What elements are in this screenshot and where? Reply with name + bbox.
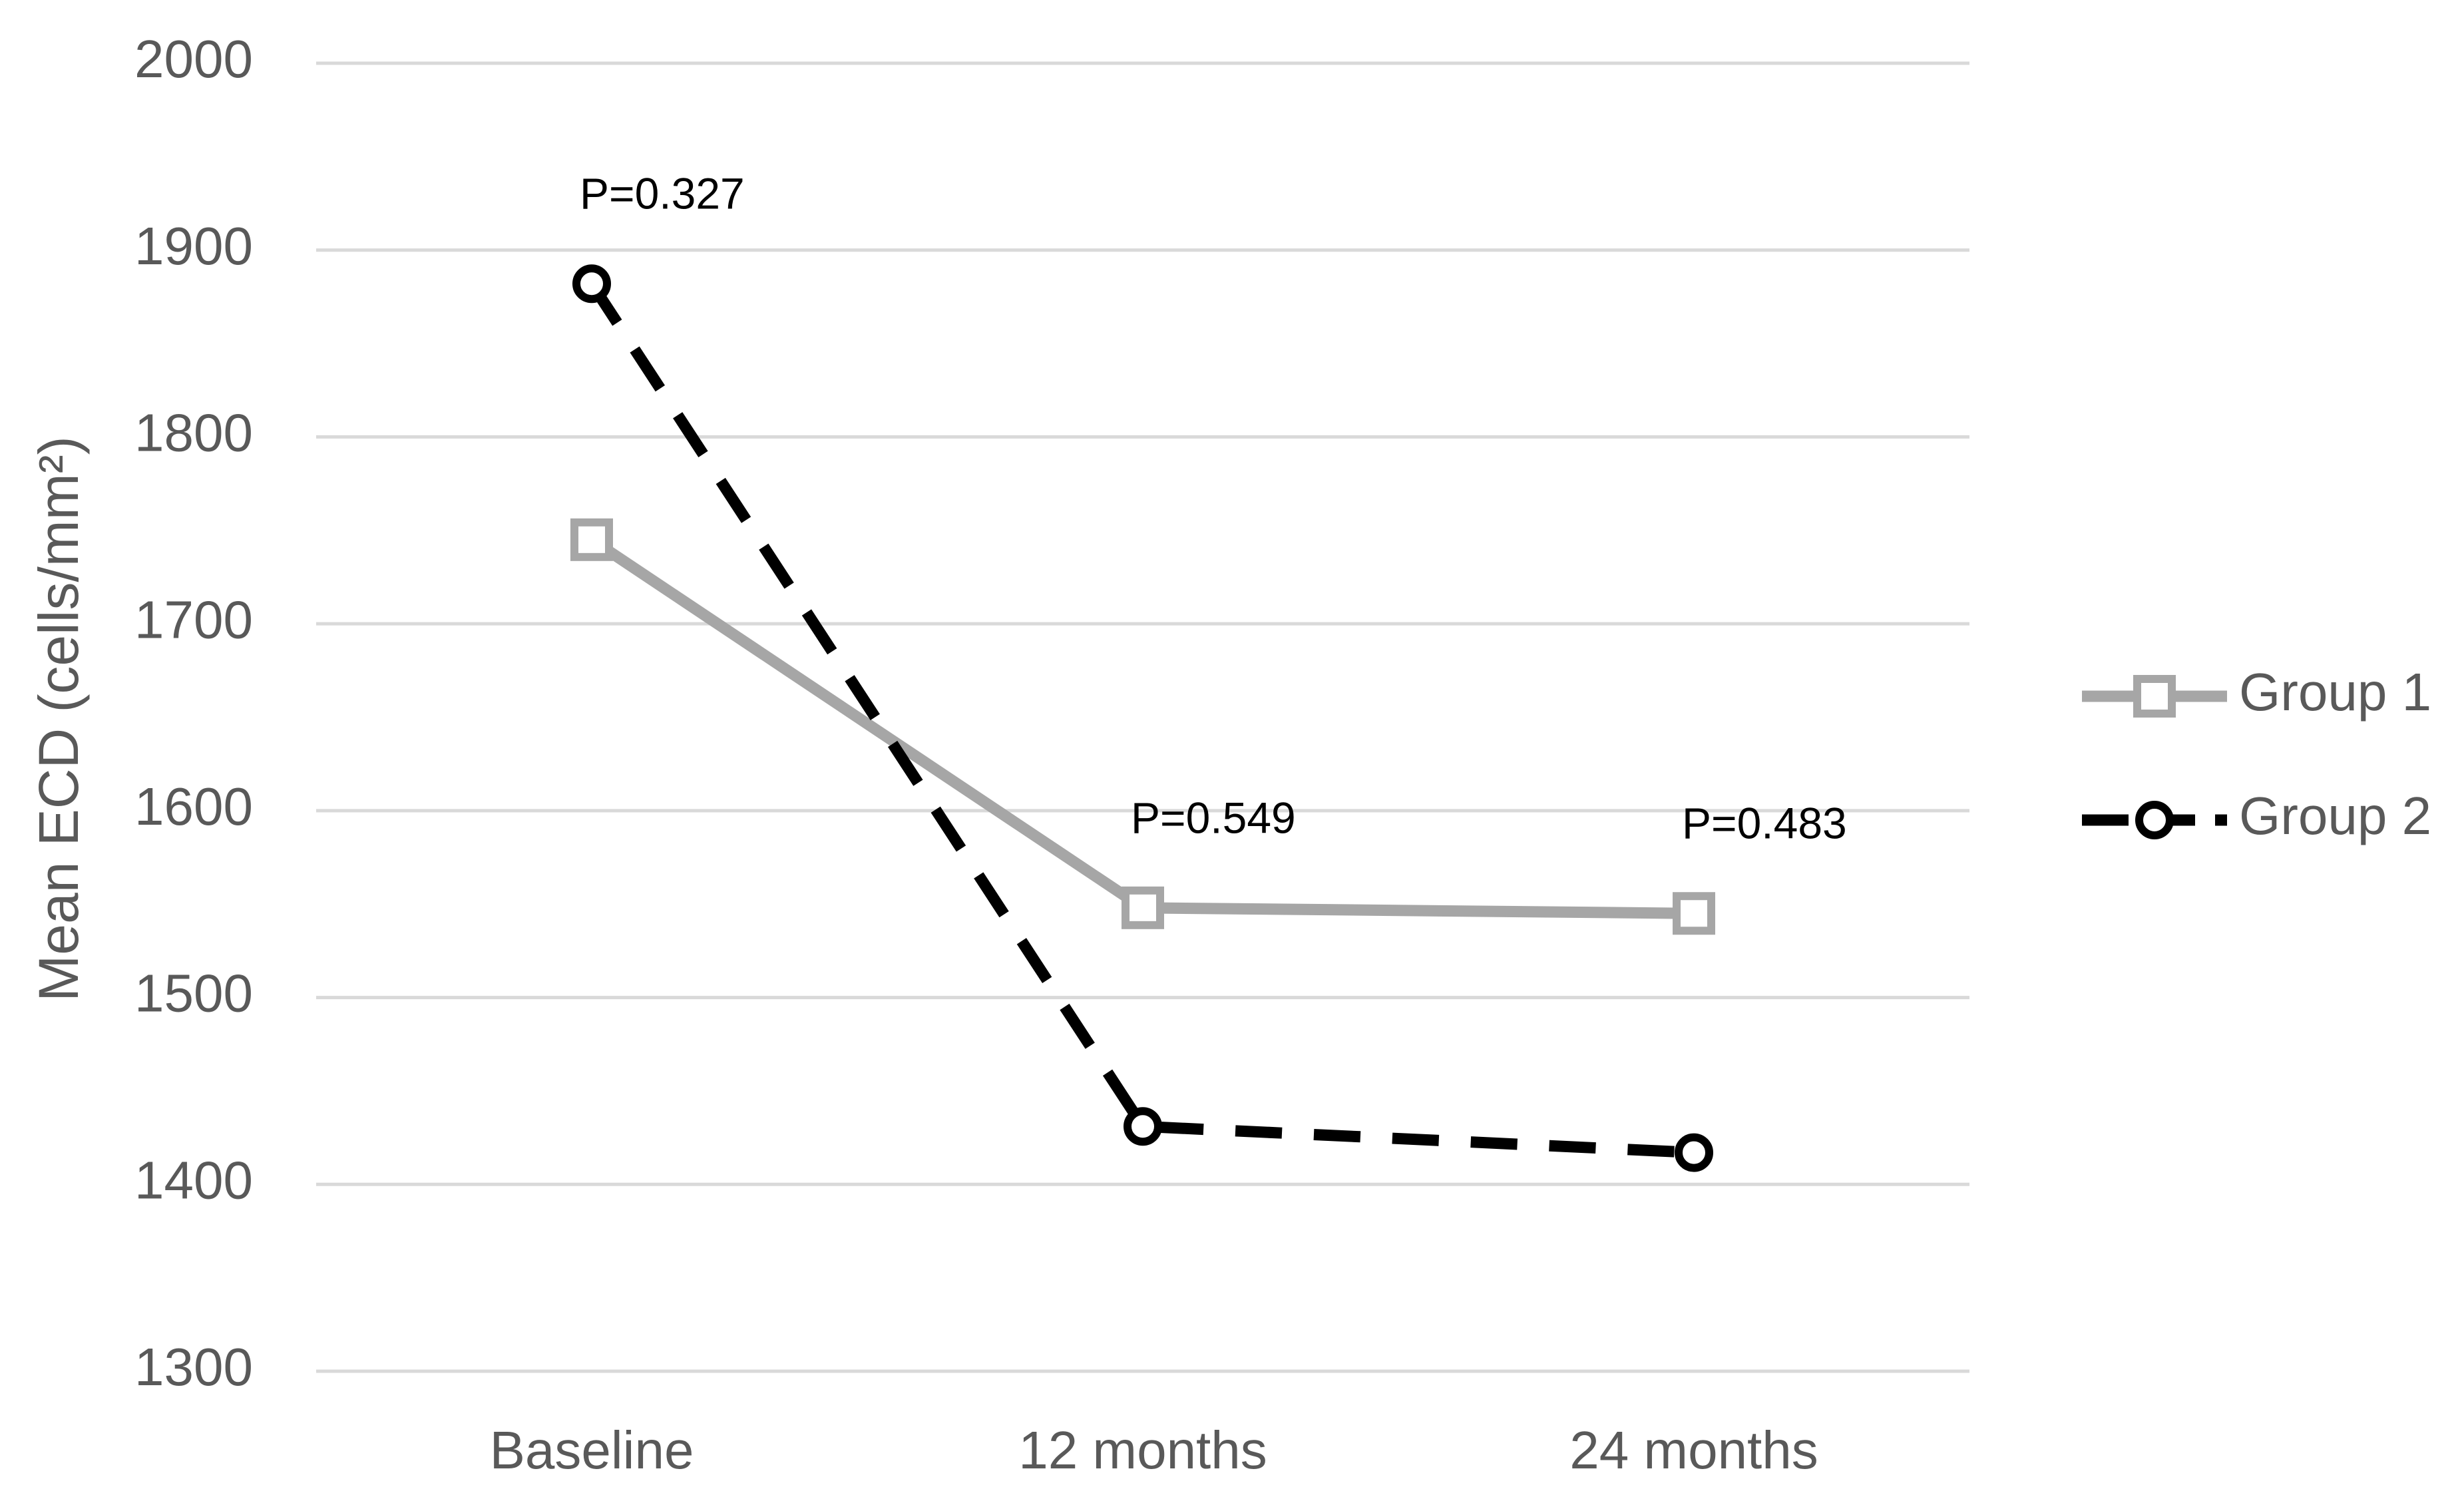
marker — [572, 264, 611, 304]
annotation: P=0.483 — [1682, 799, 1847, 848]
legend-label: Group 2 — [2239, 786, 2431, 845]
x-tick-label: 24 months — [1569, 1420, 1818, 1480]
legend-marker — [2133, 675, 2176, 718]
x-tick-label: Baseline — [490, 1420, 694, 1480]
y-tick-label: 1300 — [134, 1337, 253, 1397]
y-tick-label: 1400 — [134, 1150, 253, 1209]
annotation: P=0.549 — [1131, 793, 1296, 842]
legend-label: Group 1 — [2239, 662, 2431, 722]
marker — [1122, 886, 1164, 929]
x-tick-label: 12 months — [1018, 1420, 1267, 1480]
y-tick-label: 1900 — [134, 216, 253, 276]
marker — [1675, 1133, 1713, 1172]
annotation: P=0.327 — [580, 169, 745, 218]
y-tick-label: 1500 — [134, 964, 253, 1023]
marker — [1673, 892, 1715, 935]
y-axis-label: Mean ECD (cells/mm²) — [27, 436, 90, 1001]
y-tick-label: 1800 — [134, 403, 253, 463]
legend-marker — [2135, 801, 2174, 839]
y-tick-label: 1700 — [134, 590, 253, 649]
marker — [1124, 1107, 1162, 1146]
y-tick-label: 1600 — [134, 777, 253, 836]
series-line — [586, 280, 1695, 1159]
marker — [570, 518, 613, 561]
y-tick-label: 2000 — [134, 29, 253, 89]
